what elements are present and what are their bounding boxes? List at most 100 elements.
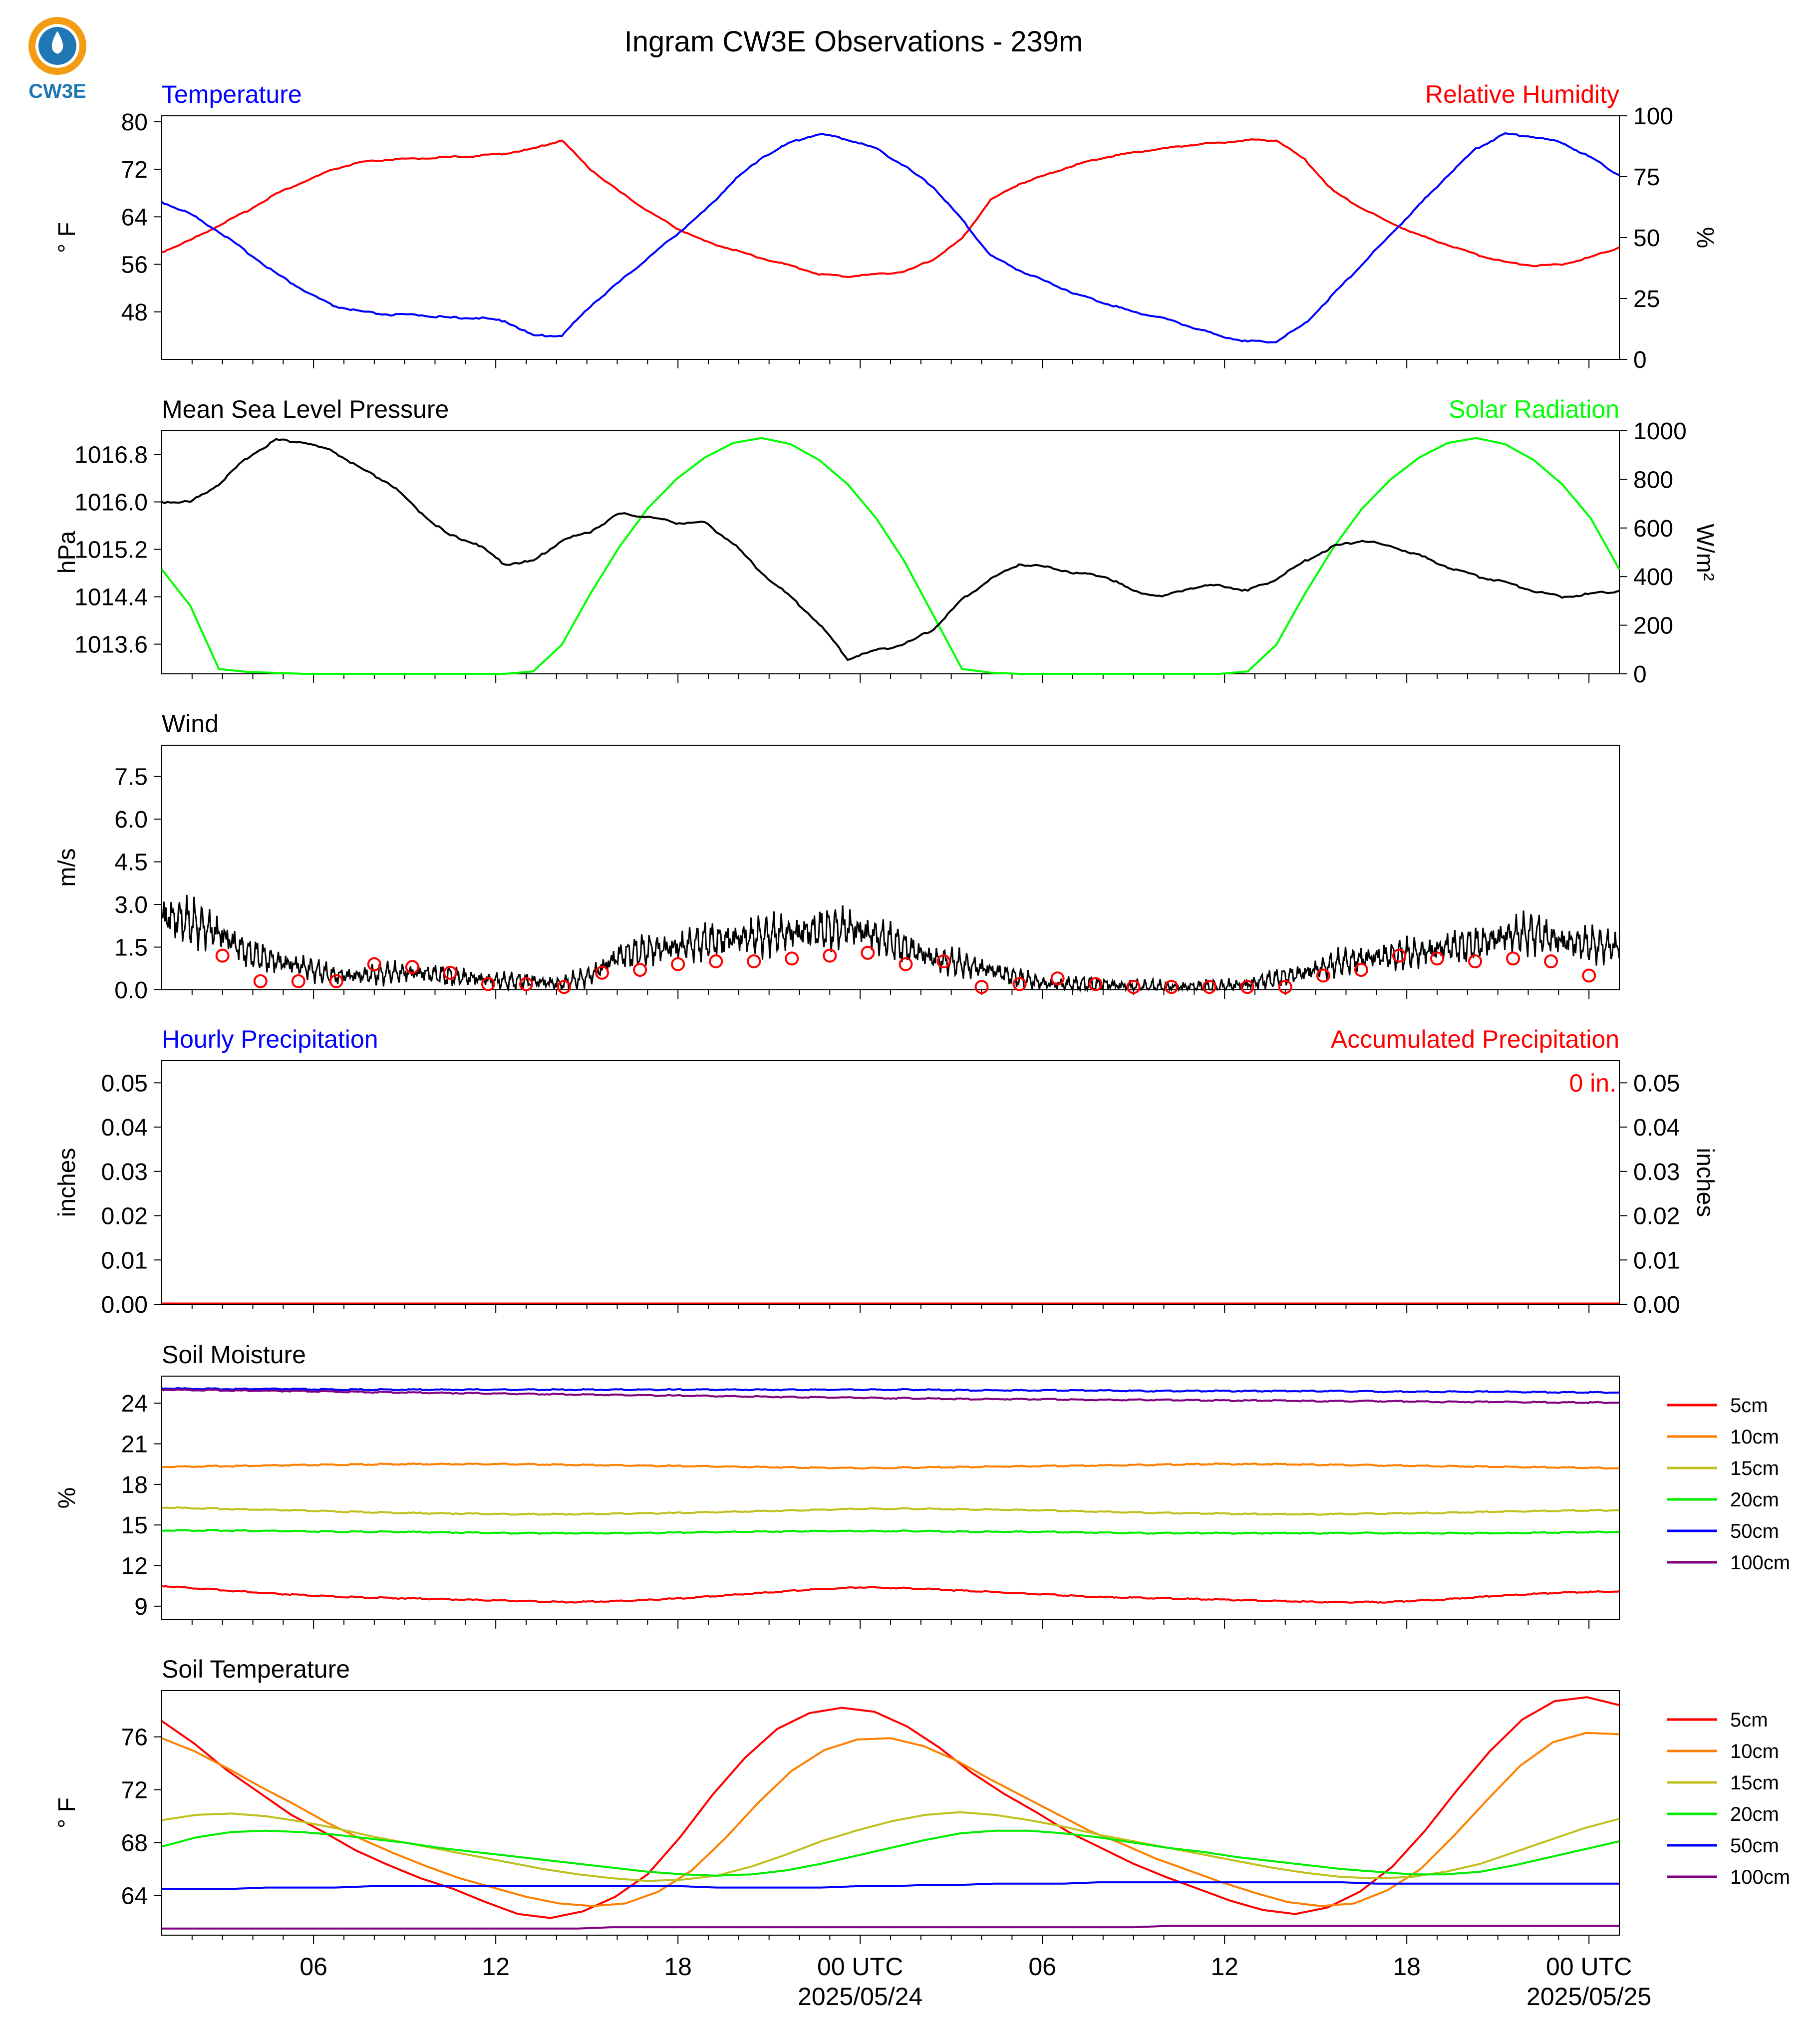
wind-barb-marker [1544,954,1558,969]
pressure-panel: Mean Sea Level Pressure Solar Radiation 10… [54,395,1718,688]
y2-axis-label: % [1692,227,1718,249]
wind-barb-marker [633,963,647,977]
y-tick-label: 64 [121,1883,148,1910]
soil-moisture-line-5cm [161,1585,1620,1604]
wind-barb-marker [1316,968,1330,983]
wind-barb-marker [671,957,685,971]
wind-barb-marker [481,977,495,991]
y-axis-label: hPa [54,531,80,574]
wind-barb-marker [405,960,419,974]
y2-tick-label: 0.03 [1633,1159,1680,1185]
legend-item: 20cm [1730,1803,1779,1825]
panel-title: Temperature [162,80,302,108]
wind-barb-marker [1050,971,1065,986]
y-tick-label: 0.04 [101,1115,148,1141]
panel-title: Wind [162,710,219,738]
legend-item: 10cm [1730,1426,1779,1448]
y-axis-label: ° F [54,1797,80,1828]
y-tick-label: 15 [121,1512,148,1539]
x-tick-label: 18 [664,1953,692,1981]
legend-item: 5cm [1730,1395,1768,1417]
wind-barb-marker [899,957,913,971]
y-tick-label: 9 [134,1594,148,1620]
y2-tick-label: 100 [1633,103,1673,130]
panel-title: Soil Temperature [162,1655,350,1683]
y2-axis-label: inches [1692,1148,1718,1217]
y-tick-label: 18 [121,1472,148,1498]
wind-barb-marker [329,974,343,988]
soil-moisture-line-100cm [161,1388,1620,1405]
wind-barb-marker [747,954,761,969]
pressure-line [161,438,1620,661]
soil-temperature-line-100cm [162,1925,1619,1930]
wind-speed-line [161,894,1620,993]
y-tick-label: 1013.6 [74,632,148,658]
y2-tick-label: 1000 [1633,418,1687,445]
y-tick-label: 72 [121,1777,148,1804]
wind-barb-marker [595,965,609,980]
y-tick-label: 56 [121,252,148,279]
y2-tick-label: 0.05 [1633,1070,1680,1097]
wind-barb-marker [557,980,572,994]
wind-barb-marker [1126,980,1141,994]
wind-barb-marker [1240,980,1254,994]
y-tick-label: 3.0 [114,892,148,918]
soil-moisture-line-10cm [161,1462,1620,1470]
y-tick-label: 64 [121,204,148,231]
y2-tick-label: 0.00 [1633,1292,1680,1318]
y-tick-label: 1016.0 [74,490,148,516]
legend-item: 100cm [1730,1866,1790,1888]
y2-tick-label: 0 [1633,661,1647,688]
y-axis-label: m/s [54,848,80,886]
wind-barb-marker [291,974,305,988]
y-tick-label: 6.0 [114,807,148,833]
soil-moisture-line-50cm [161,1387,1620,1394]
wind-barb-marker [253,974,268,988]
plot-frame [161,115,1620,360]
wind-barb-marker [1202,980,1216,994]
figure-title: Ingram CW3E Observations - 239m [624,25,1083,58]
y-tick-label: 7.5 [114,764,148,791]
wind-barb-marker [936,954,951,969]
y2-tick-label: 800 [1633,467,1673,493]
wind-barb-marker [215,948,230,963]
temperature-line [161,132,1620,344]
wind-barb-marker [519,977,533,991]
y-tick-label: 72 [121,157,148,183]
legend-item: 10cm [1730,1740,1779,1762]
y-tick-label: 1016.8 [74,442,148,469]
panels: Temperature Relative Humidity 48 56 64 72 800 2… [54,80,1790,2011]
x-tick-label: 18 [1393,1953,1421,1981]
y-tick-label: 48 [121,299,148,326]
precipitation-panel: Hourly Precipitation Accumulated Precipit… [54,1025,1718,1318]
plot-frame [161,1690,1620,1936]
temperature-panel: Temperature Relative Humidity 48 56 64 72 80 0 2… [54,80,1718,373]
y-tick-label: 76 [121,1725,148,1751]
y2-tick-label: 75 [1633,164,1660,191]
soil-moisture-panel: Soil Moisture 9 12 15 18 21 24% 5cm 10cm 15cm 20cm… [54,1341,1790,1629]
legend-item: 100cm [1730,1552,1790,1574]
panel-title-right: Relative Humidity [1425,80,1619,108]
panel-title-right: Solar Radiation [1449,395,1619,423]
y2-tick-label: 0.02 [1633,1203,1680,1230]
x-tick-label: 06 [1028,1953,1056,1981]
y2-tick-label: 200 [1633,613,1673,639]
y-tick-label: 24 [121,1391,148,1417]
wind-barb-marker [974,980,989,994]
x-date-label: 2025/05/25 [1526,1983,1651,2011]
wind-barb-marker [1354,963,1368,977]
cw3e-logo: CW3E [28,17,86,102]
panel-title: Mean Sea Level Pressure [162,395,449,423]
plot-frame [161,1060,1620,1305]
y-axis-label: % [54,1487,80,1509]
soil-moisture-line-20cm [161,1528,1620,1535]
x-tick-label: 06 [300,1953,327,1981]
y-tick-label: 0.01 [101,1247,148,1274]
y-axis-label: inches [54,1148,80,1217]
x-tick-label: 12 [482,1953,510,1981]
y-tick-label: 0.02 [101,1203,148,1230]
y2-tick-label: 25 [1633,286,1660,312]
y-tick-label: 21 [121,1432,148,1458]
humidity-line [161,138,1620,279]
